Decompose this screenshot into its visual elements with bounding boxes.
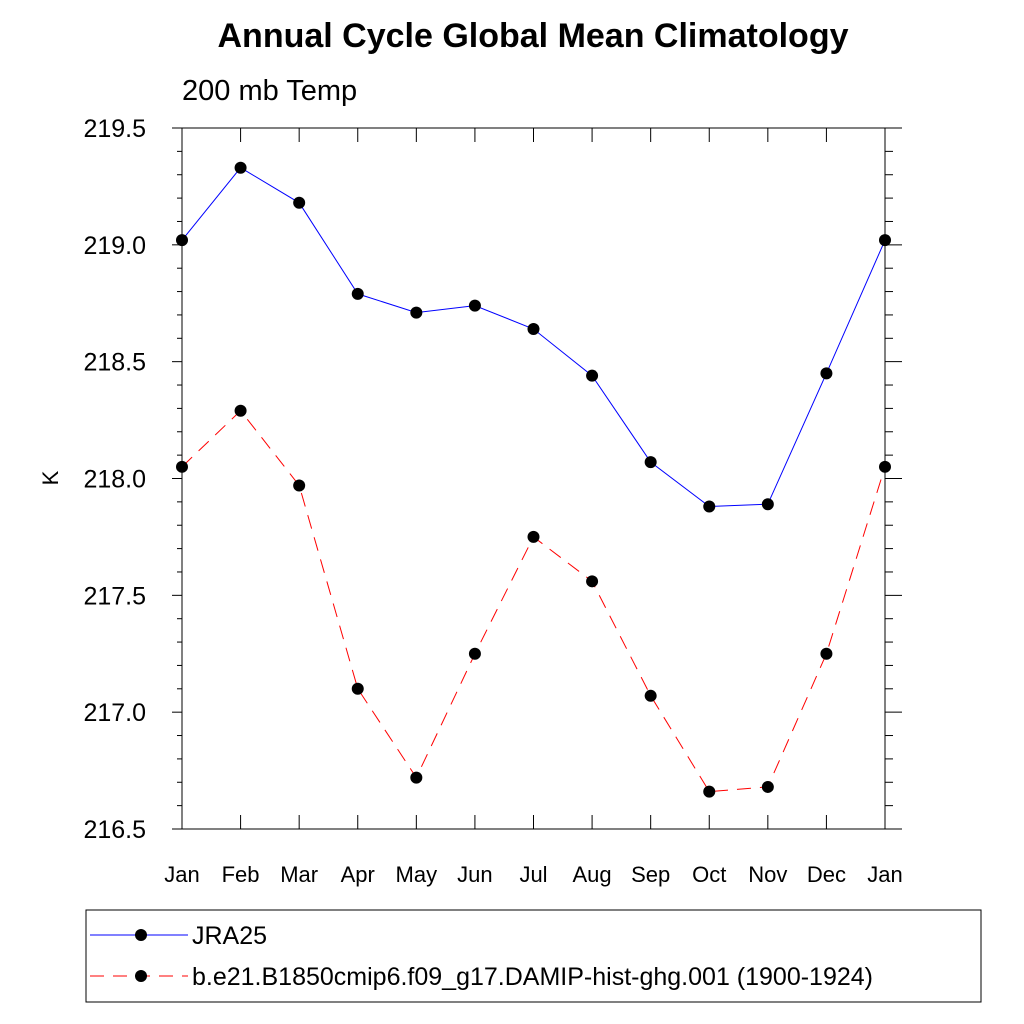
series-line bbox=[181, 409, 886, 793]
chart-subtitle: 200 mb Temp bbox=[182, 75, 357, 107]
series-jra25 bbox=[176, 161, 891, 513]
data-point bbox=[527, 322, 540, 335]
x-tick-label: Jul bbox=[519, 862, 547, 887]
y-axis-label: K bbox=[38, 470, 63, 485]
legend: JRA25 b.e21.B1850cmip6.f09_g17.DAMIP-his… bbox=[85, 909, 982, 1003]
axis-ticks: Jan Feb Mar Apr May Jun Jul Aug Sep Oct Nov Dec Jan 2… bbox=[83, 115, 902, 887]
x-tick-label: May bbox=[396, 862, 438, 887]
x-tick-label: Oct bbox=[692, 862, 726, 887]
x-tick-label: Nov bbox=[748, 862, 787, 887]
data-point bbox=[410, 771, 423, 784]
legend-label-jra25: JRA25 bbox=[192, 922, 267, 950]
data-point bbox=[879, 460, 891, 473]
data-point bbox=[527, 530, 540, 543]
x-tick-label: Jun bbox=[457, 862, 492, 887]
x-tick-label: Apr bbox=[341, 862, 375, 887]
data-point bbox=[293, 479, 306, 492]
data-point bbox=[293, 196, 306, 209]
data-point bbox=[176, 234, 188, 247]
data-point bbox=[879, 234, 891, 247]
data-point bbox=[644, 689, 657, 702]
x-tick-label: Jan bbox=[867, 862, 902, 887]
y-tick-label: 217.0 bbox=[83, 699, 146, 727]
y-tick-label: 218.0 bbox=[83, 466, 146, 494]
data-point bbox=[761, 498, 774, 511]
legend-marker-model bbox=[135, 970, 147, 982]
data-point bbox=[351, 287, 364, 300]
x-tick-label: Mar bbox=[280, 862, 318, 887]
data-point bbox=[761, 780, 774, 793]
y-tick-label: 216.5 bbox=[83, 816, 146, 844]
data-point bbox=[586, 575, 599, 588]
data-point bbox=[468, 299, 481, 312]
series-line bbox=[181, 167, 886, 508]
data-point bbox=[586, 369, 599, 382]
y-tick-label: 219.5 bbox=[83, 115, 146, 143]
data-point bbox=[176, 460, 188, 473]
data-point bbox=[410, 306, 423, 319]
legend-marker-jra25 bbox=[135, 929, 147, 941]
x-tick-label: Jan bbox=[164, 862, 199, 887]
y-tick-label: 219.0 bbox=[83, 232, 146, 260]
data-point bbox=[703, 500, 716, 513]
data-point bbox=[820, 367, 833, 380]
data-point bbox=[468, 647, 481, 660]
y-tick-label: 217.5 bbox=[83, 582, 146, 610]
y-tick-label: 218.5 bbox=[83, 349, 146, 377]
data-point bbox=[820, 647, 833, 660]
data-point bbox=[644, 456, 657, 469]
data-point bbox=[703, 785, 716, 798]
data-point bbox=[234, 404, 247, 417]
data-point bbox=[234, 161, 247, 174]
data-point bbox=[351, 682, 364, 695]
x-tick-label: Sep bbox=[631, 862, 670, 887]
x-tick-label: Aug bbox=[573, 862, 612, 887]
legend-box bbox=[85, 909, 982, 1003]
series-model bbox=[176, 404, 891, 798]
plot-series bbox=[176, 161, 891, 798]
x-tick-label: Feb bbox=[222, 862, 260, 887]
chart-title: Annual Cycle Global Mean Climatology bbox=[218, 17, 849, 55]
legend-label-model: b.e21.B1850cmip6.f09_g17.DAMIP-hist-ghg.… bbox=[192, 963, 873, 991]
x-tick-label: Dec bbox=[807, 862, 846, 887]
